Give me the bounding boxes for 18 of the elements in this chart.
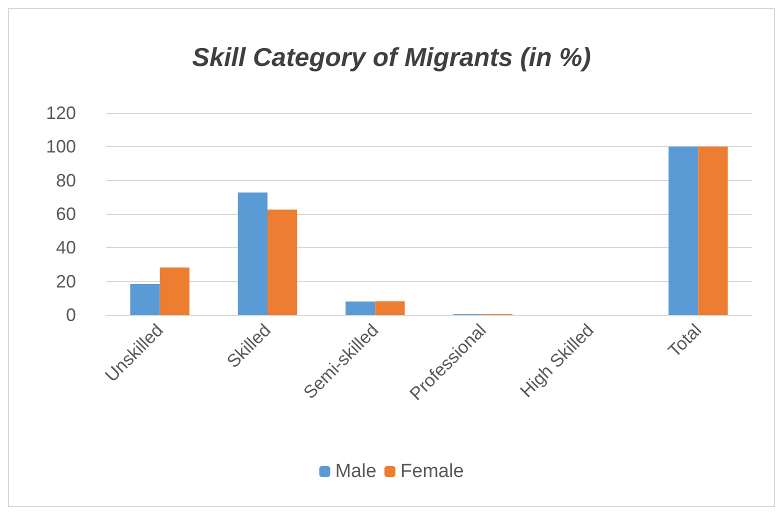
chart-title: Skill Category of Migrants (in %) — [192, 42, 591, 72]
bar — [238, 192, 268, 315]
bar — [130, 284, 160, 315]
bar — [268, 210, 298, 315]
y-tick-label: 20 — [56, 271, 76, 292]
legend-label: Male — [335, 461, 376, 482]
bar — [346, 302, 376, 315]
bar — [375, 301, 405, 315]
bar — [668, 146, 698, 315]
y-tick-label: 120 — [46, 103, 76, 123]
legend-label: Female — [400, 461, 464, 482]
y-tick-label: 0 — [66, 305, 76, 325]
y-tick-label: 40 — [56, 238, 76, 258]
y-tick-label: 60 — [56, 204, 76, 224]
y-tick-label: 100 — [46, 136, 76, 157]
bar — [160, 268, 190, 315]
y-tick-label: 80 — [56, 170, 76, 190]
bar — [698, 146, 728, 315]
